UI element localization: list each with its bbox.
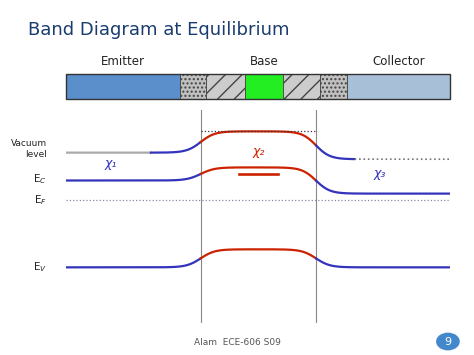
- Text: E$_C$: E$_C$: [34, 172, 47, 186]
- Text: Emitter: Emitter: [101, 55, 145, 68]
- Text: E$_F$: E$_F$: [34, 193, 47, 207]
- Text: Alam  ECE-606 S09: Alam ECE-606 S09: [193, 338, 281, 347]
- Bar: [245, 74, 283, 99]
- Bar: [180, 74, 207, 99]
- Bar: [283, 74, 320, 99]
- Bar: [346, 74, 450, 99]
- Text: Base: Base: [250, 55, 278, 68]
- Text: Collector: Collector: [372, 55, 425, 68]
- Bar: [66, 74, 180, 99]
- Text: Band Diagram at Equilibrium: Band Diagram at Equilibrium: [28, 21, 290, 39]
- Bar: [320, 74, 346, 99]
- Bar: [207, 74, 245, 99]
- Text: Vacuum
level: Vacuum level: [11, 139, 47, 159]
- Text: χ₃: χ₃: [374, 166, 386, 180]
- Text: 9: 9: [444, 337, 452, 346]
- Text: χ₂: χ₂: [252, 144, 264, 158]
- Text: χ₁: χ₁: [105, 157, 117, 170]
- Circle shape: [436, 333, 460, 350]
- Bar: [66, 74, 450, 99]
- Text: E$_V$: E$_V$: [33, 261, 47, 274]
